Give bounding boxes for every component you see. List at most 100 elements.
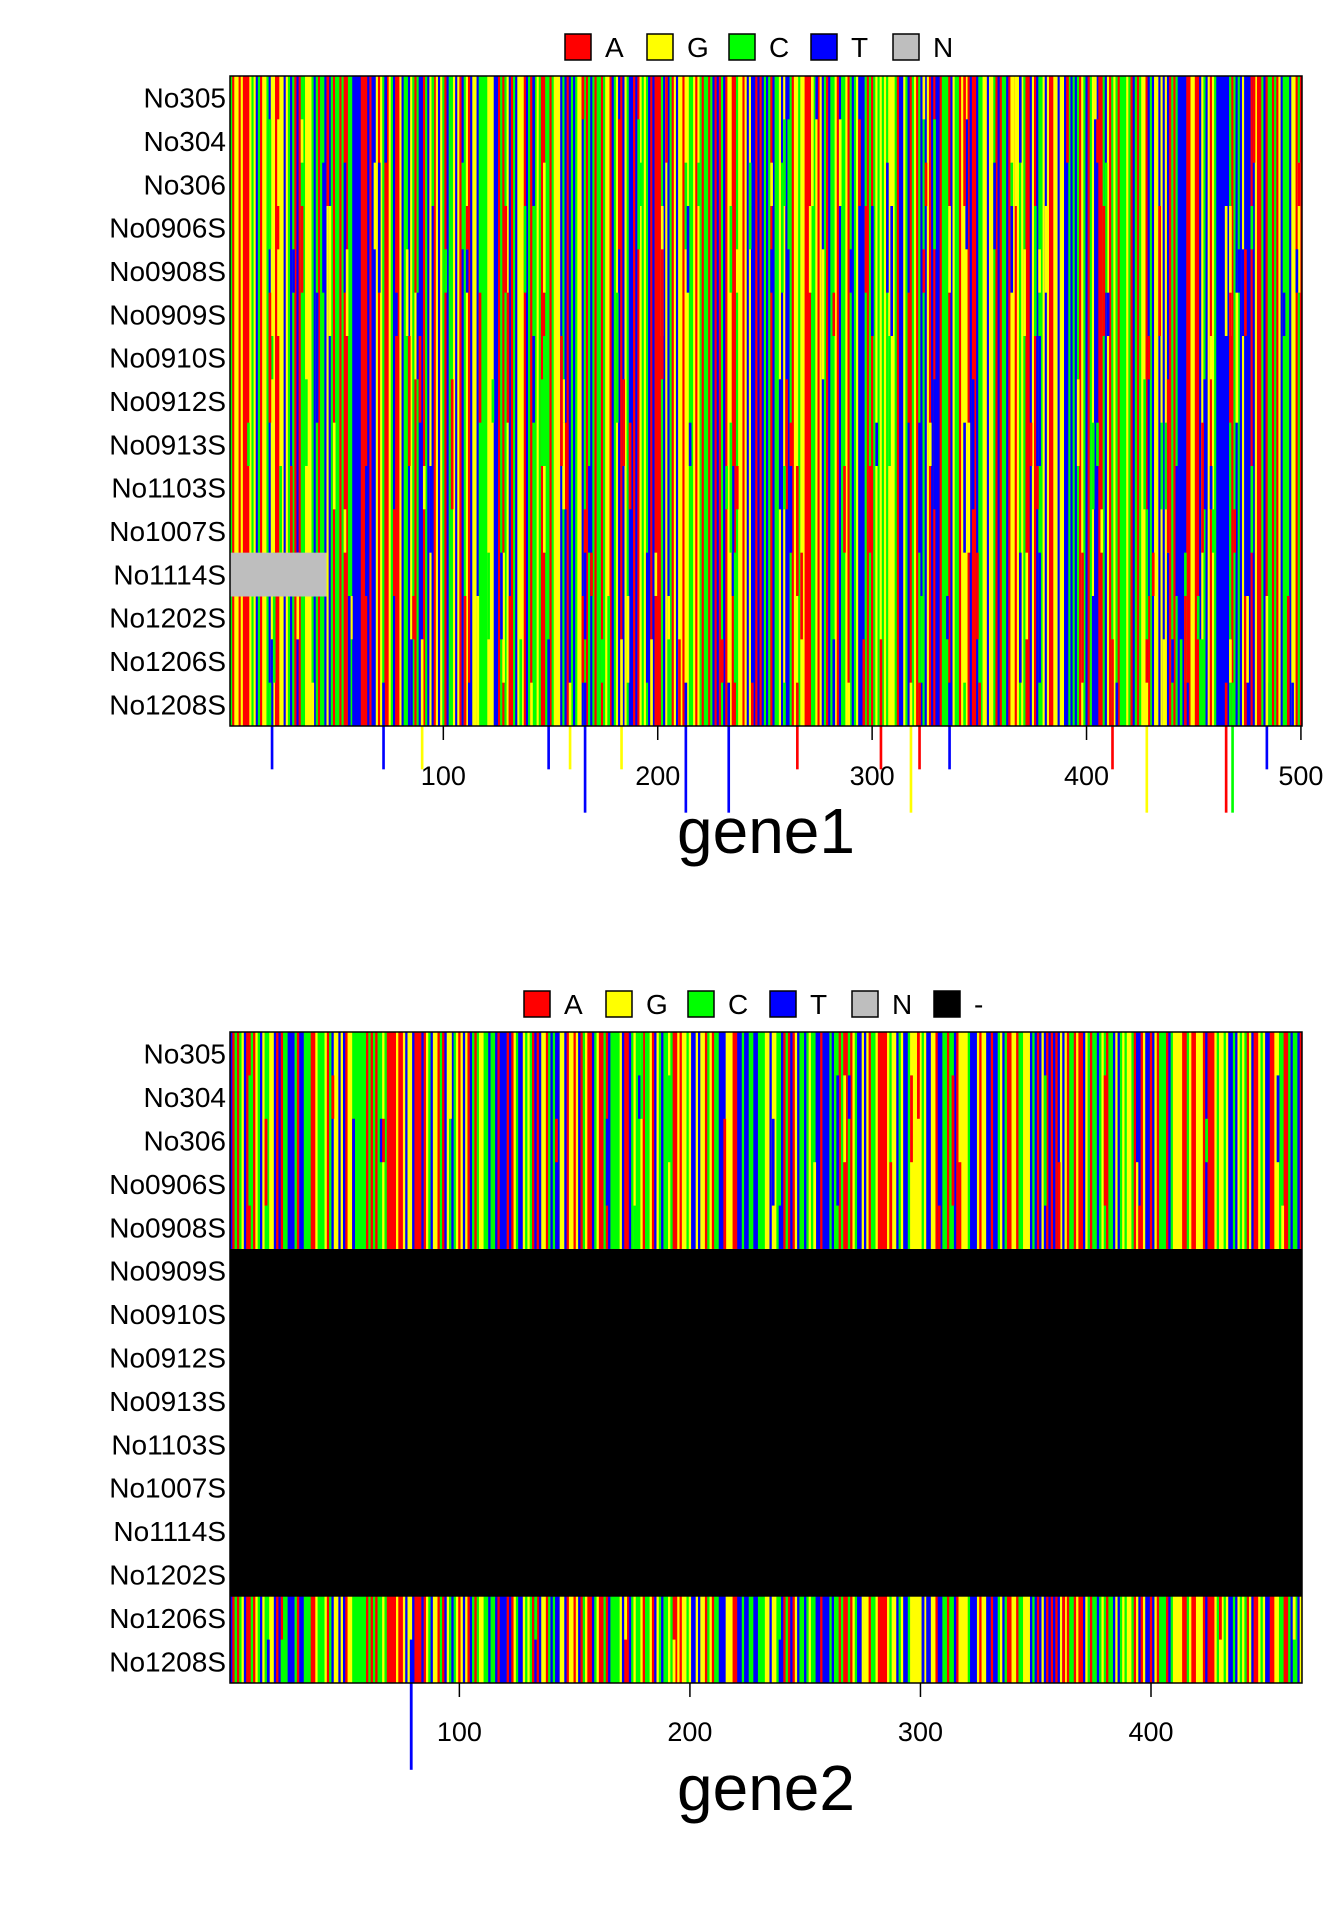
row-label: No1202S (109, 1560, 226, 1591)
column-stripe (1209, 76, 1213, 726)
variant-cell (506, 292, 510, 423)
column-stripe (275, 76, 280, 726)
column-stripe (774, 76, 780, 726)
column-stripe (939, 76, 943, 726)
variant-cell (502, 552, 505, 683)
column-stripe (412, 76, 415, 726)
column-stripe (1158, 76, 1161, 726)
column-stripe (324, 76, 327, 726)
column-stripe (500, 76, 503, 726)
variant-cell (1295, 249, 1299, 293)
column-stripe (399, 76, 402, 726)
column-stripe (628, 76, 634, 726)
column-stripe (1239, 76, 1243, 726)
row-label: No0910S (109, 1299, 226, 1330)
column-stripe (283, 76, 287, 726)
column-stripe (635, 76, 638, 726)
column-stripe (427, 76, 430, 726)
column-stripe (596, 76, 602, 726)
variant-cell (382, 1118, 385, 1163)
column-stripe (718, 76, 722, 726)
variant-cell (639, 162, 643, 206)
variant-cell (958, 1162, 962, 1249)
variant-cell (581, 76, 585, 120)
column-stripe (401, 76, 405, 726)
variant-cell (1160, 422, 1164, 510)
column-stripe (830, 76, 836, 726)
column-stripe (446, 76, 450, 726)
column-stripe (553, 76, 561, 726)
variant-cell (581, 596, 585, 683)
variant-cell (1147, 336, 1151, 380)
column-stripe (1244, 76, 1251, 726)
column-stripe (1128, 76, 1131, 726)
variant-cell (668, 1075, 671, 1163)
variant-cell (796, 466, 799, 596)
variant-cell (1023, 249, 1026, 336)
variant-cell (909, 682, 913, 813)
column-stripe (298, 76, 302, 726)
column-stripe (660, 76, 664, 726)
column-stripe (744, 76, 748, 726)
variant-cell (1029, 422, 1033, 466)
variant-cell (928, 422, 932, 466)
column-stripe (926, 76, 930, 726)
variant-cell (1229, 292, 1232, 423)
column-stripe (727, 76, 733, 726)
column-stripe (1064, 76, 1069, 726)
column-stripe (1044, 76, 1048, 726)
x-tick-label: 500 (1278, 761, 1323, 791)
column-stripe (688, 76, 694, 726)
variant-cell (976, 552, 979, 640)
column-stripe (1299, 76, 1303, 726)
column-stripe (703, 76, 709, 726)
panel-gene1: No305 No304 No306 No0906S No0908S No0909S No09… (109, 32, 1323, 867)
column-stripe (1175, 76, 1179, 726)
variant-cell (1241, 249, 1245, 336)
variant-cell (583, 552, 587, 640)
legend-label: A (564, 989, 583, 1020)
region-- (230, 1292, 1302, 1337)
variant-cell (1057, 1162, 1061, 1249)
region-- (230, 1509, 1302, 1554)
column-stripe (954, 76, 960, 726)
variant-cell (640, 1032, 644, 1119)
variant-cell (540, 379, 544, 466)
column-stripe (395, 76, 400, 726)
column-stripe (873, 76, 876, 726)
row-label: No0910S (109, 343, 226, 374)
column-stripe (266, 76, 269, 726)
column-stripe (626, 76, 630, 726)
column-stripe (414, 76, 417, 726)
column-stripe (287, 76, 291, 726)
legend-label: N (892, 989, 912, 1020)
variant-cell (373, 162, 377, 250)
variant-cell (1209, 336, 1213, 380)
variant-cell (921, 1596, 925, 1683)
column-stripe (502, 76, 505, 726)
variant-cell (862, 639, 866, 726)
legend-swatch (728, 33, 756, 61)
variant-cell (781, 162, 784, 293)
column-stripe (847, 76, 851, 726)
column-stripe (637, 76, 640, 726)
variant-cell (1299, 1552, 1303, 1683)
column-stripe (1199, 76, 1202, 726)
variant-cell (1136, 1032, 1139, 1163)
legend-item: N (851, 989, 912, 1020)
column-stripe (1091, 76, 1095, 726)
variant-cell (729, 206, 733, 293)
column-stripe (789, 76, 793, 726)
variant-cell (645, 552, 649, 683)
column-stripe (699, 76, 703, 726)
column-stripe (750, 76, 756, 726)
column-stripe (1241, 76, 1245, 726)
column-stripe (528, 76, 531, 726)
column-stripe (665, 76, 668, 726)
variant-cell (811, 76, 814, 206)
variant-cell (832, 639, 836, 726)
variant-cell (1018, 552, 1022, 683)
column-stripe (838, 76, 842, 726)
column-stripe (1098, 76, 1104, 726)
variant-cell (1205, 1118, 1208, 1163)
